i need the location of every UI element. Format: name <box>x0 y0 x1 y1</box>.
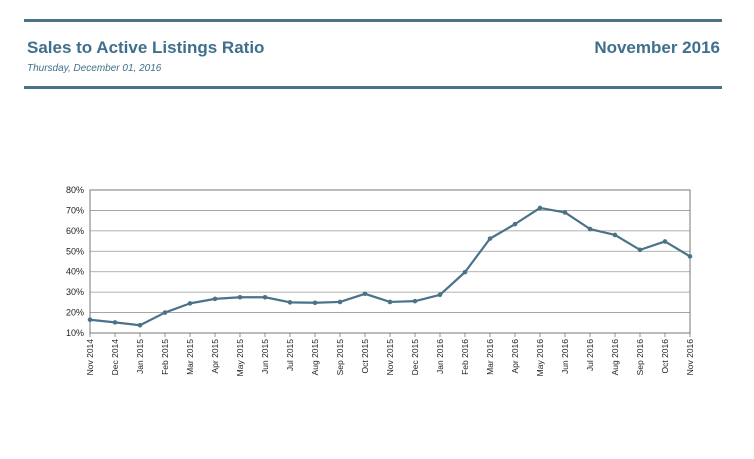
data-point <box>287 300 293 305</box>
header-top-rule <box>24 19 722 22</box>
series-line <box>89 206 691 327</box>
x-tick-label: Aug 2015 <box>310 339 320 376</box>
x-tick-label: Dec 2014 <box>110 339 120 376</box>
x-tick-label: Jul 2016 <box>585 339 595 371</box>
data-point <box>237 294 243 300</box>
data-point <box>462 269 468 275</box>
data-point <box>487 236 493 241</box>
x-tick-label: Oct 2015 <box>360 339 370 374</box>
y-tick-label: 80% <box>66 185 84 195</box>
data-point <box>562 210 568 215</box>
x-tick-label: Mar 2016 <box>485 339 495 375</box>
data-point <box>137 322 143 328</box>
x-tick-label: Oct 2016 <box>660 339 670 374</box>
plot-frame <box>89 189 691 334</box>
x-tick-label: Jun 2015 <box>260 339 270 374</box>
data-point <box>212 296 218 302</box>
x-tick-label: Sep 2016 <box>635 339 645 376</box>
x-tick-label: Jan 2015 <box>135 339 145 374</box>
y-tick-label: 70% <box>66 205 84 215</box>
x-tick-label: Apr 2015 <box>210 339 220 374</box>
y-tick-label: 50% <box>66 246 84 256</box>
y-tick-label: 30% <box>66 287 84 297</box>
x-tick-label: Feb 2015 <box>160 339 170 375</box>
x-tick-label: Nov 2015 <box>385 339 395 376</box>
x-tick-label: May 2016 <box>535 339 545 377</box>
x-tick-label: May 2015 <box>235 339 245 377</box>
data-point <box>687 254 693 259</box>
data-point <box>637 247 643 253</box>
data-point <box>662 239 668 244</box>
y-tick-label: 10% <box>66 328 84 338</box>
y-tick-label: 40% <box>66 267 84 277</box>
x-tick-label: Nov 2014 <box>85 339 95 376</box>
data-point <box>337 299 343 305</box>
x-tick-label: Apr 2016 <box>510 339 520 374</box>
data-point <box>437 292 443 298</box>
report-date: Thursday, December 01, 2016 <box>27 63 162 74</box>
data-point <box>387 299 393 305</box>
data-point <box>262 294 268 300</box>
data-point <box>612 232 618 238</box>
x-tick-label: Jun 2016 <box>560 339 570 374</box>
report-title: Sales to Active Listings Ratio <box>27 38 265 57</box>
data-point <box>587 226 593 232</box>
data-point <box>412 298 418 304</box>
data-point <box>512 221 518 227</box>
y-tick-label: 20% <box>66 308 84 318</box>
header-bottom-rule <box>24 86 722 89</box>
x-tick-label: Dec 2015 <box>410 339 420 376</box>
x-tick-label: Mar 2015 <box>185 339 195 375</box>
x-tick-label: Feb 2016 <box>460 339 470 375</box>
data-point <box>162 310 168 315</box>
y-tick-label: 60% <box>66 226 84 236</box>
x-tick-label: Nov 2016 <box>685 339 695 376</box>
data-point <box>87 317 93 323</box>
data-point <box>537 205 543 211</box>
x-tick-label: Jan 2016 <box>435 339 445 374</box>
x-tick-label: Aug 2016 <box>610 339 620 376</box>
x-tick-label: Sep 2015 <box>335 339 345 376</box>
data-point <box>362 291 368 297</box>
report-period: November 2016 <box>594 38 720 57</box>
data-point <box>112 320 118 325</box>
x-tick-label: Jul 2015 <box>285 339 295 371</box>
data-point <box>187 301 193 306</box>
data-point <box>312 300 318 306</box>
